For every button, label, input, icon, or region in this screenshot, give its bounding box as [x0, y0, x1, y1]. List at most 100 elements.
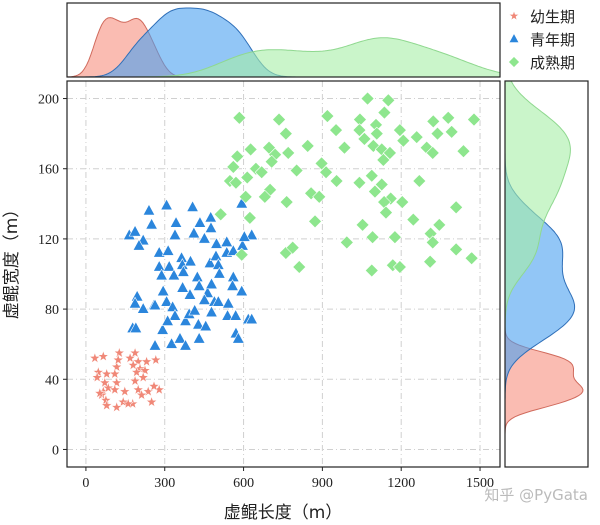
triangle-marker: [190, 270, 204, 283]
diamond-marker: [430, 126, 445, 141]
diamond-marker: [279, 195, 294, 209]
diamond-marker: [254, 165, 269, 180]
diamond-marker: [292, 260, 307, 274]
triangle-marker: [210, 237, 223, 249]
right-marginal-frame: [504, 80, 589, 468]
legend-item: 成熟期: [508, 54, 575, 72]
diamond-marker: [376, 153, 391, 167]
diamond-marker: [449, 242, 464, 257]
legend-label: 青年期: [530, 31, 575, 49]
diamond-marker: [467, 112, 481, 127]
star-marker: [147, 380, 160, 392]
triangle-marker: [160, 294, 173, 307]
star-marker: [108, 367, 121, 380]
main-plot-frame: [66, 80, 501, 468]
triangle-marker: [179, 314, 192, 326]
triangle-marker: [211, 294, 225, 307]
triangle-marker: [192, 331, 206, 344]
axis-ticks: 0 300 600 900 1200 1500 0 40 80 120 160 200: [38, 93, 494, 491]
triangle-marker: [213, 266, 226, 279]
y-tick-label: 40: [45, 373, 59, 388]
star-marker: [98, 376, 111, 388]
triangle-marker: [205, 305, 218, 318]
triangle-marker: [162, 259, 176, 272]
y-tick-label: 80: [45, 303, 59, 318]
triangle-marker: [204, 210, 218, 223]
triangle-marker: [156, 323, 169, 335]
star-marker: [127, 358, 140, 371]
triangle-marker: [209, 249, 223, 261]
triangle-marker: [231, 331, 245, 344]
star-marker: [137, 371, 150, 383]
triangle-marker: [221, 308, 234, 321]
diamond-marker: [238, 189, 253, 204]
diamond-marker: [213, 207, 228, 222]
triangle-marker: [220, 235, 234, 247]
star-marker: [110, 401, 123, 413]
diamond-marker: [412, 174, 427, 188]
star-marker: [132, 383, 145, 395]
diamond-marker: [360, 91, 375, 106]
triangle-marker: [187, 226, 201, 239]
star-marker: [88, 351, 101, 364]
diamond-marker: [423, 254, 438, 269]
triangle-marker: [237, 230, 251, 242]
triangle-marker: [198, 231, 211, 244]
diamond-marker: [226, 160, 241, 174]
triangle-marker: [204, 221, 218, 233]
x-tick-label: 1200: [387, 476, 415, 491]
triangle-marker: [155, 268, 168, 281]
y-tick-label: 200: [38, 93, 59, 108]
top-marginal-frame: [66, 2, 501, 78]
diamond-marker: [300, 138, 315, 153]
triangle-marker: [193, 215, 207, 228]
diamond-marker: [369, 126, 384, 141]
diamond-marker: [281, 146, 296, 160]
diamond-marker: [364, 263, 379, 278]
star-marker: [117, 395, 130, 408]
diamond-marker: [368, 184, 382, 199]
diamond-marker: [406, 212, 421, 227]
triangle-marker: [160, 198, 173, 211]
diamond-marker: [379, 205, 393, 220]
triangle-marker: [192, 279, 206, 291]
triangle-marker: [148, 338, 162, 351]
diamond-marker: [395, 195, 410, 209]
star-marker: [100, 367, 113, 380]
y-axis-label: 虚鲲宽度（m）: [2, 201, 22, 320]
triangle-marker: [156, 284, 170, 297]
diamond-marker: [240, 170, 255, 185]
diamond-marker: [426, 114, 441, 129]
diamond-marker: [320, 109, 335, 124]
star-marker: [149, 353, 162, 366]
star-marker: [110, 376, 123, 388]
triangle-marker: [128, 296, 142, 309]
triangle-marker: [192, 317, 205, 330]
triangle-marker: [199, 319, 213, 332]
diamond-marker: [381, 93, 396, 108]
top-marginal-kde: [66, 7, 501, 78]
triangle-marker: [176, 280, 189, 293]
star-marker: [124, 351, 137, 364]
x-tick-label: 900: [312, 476, 333, 491]
star-marker: [139, 364, 152, 376]
triangle-marker: [508, 32, 520, 43]
diamond-marker: [272, 112, 286, 127]
triangle-marker: [152, 259, 166, 272]
star-marker: [108, 383, 121, 395]
triangle-marker: [148, 298, 162, 311]
triangle-marker: [226, 270, 240, 283]
triangle-marker: [132, 238, 146, 251]
triangle-marker: [168, 308, 182, 321]
x-tick-label: 1500: [466, 476, 494, 491]
triangle-marker: [186, 200, 199, 212]
diamond-marker: [425, 235, 440, 250]
diamond-marker: [229, 175, 243, 190]
triangle-marker: [198, 293, 211, 305]
diamond-marker: [308, 214, 322, 229]
triangle-marker: [173, 331, 187, 344]
diamond-marker: [508, 56, 520, 68]
diamond-marker: [441, 110, 456, 125]
diamond-marker: [352, 175, 367, 190]
